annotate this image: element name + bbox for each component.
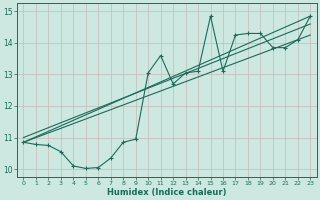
- X-axis label: Humidex (Indice chaleur): Humidex (Indice chaleur): [107, 188, 227, 197]
